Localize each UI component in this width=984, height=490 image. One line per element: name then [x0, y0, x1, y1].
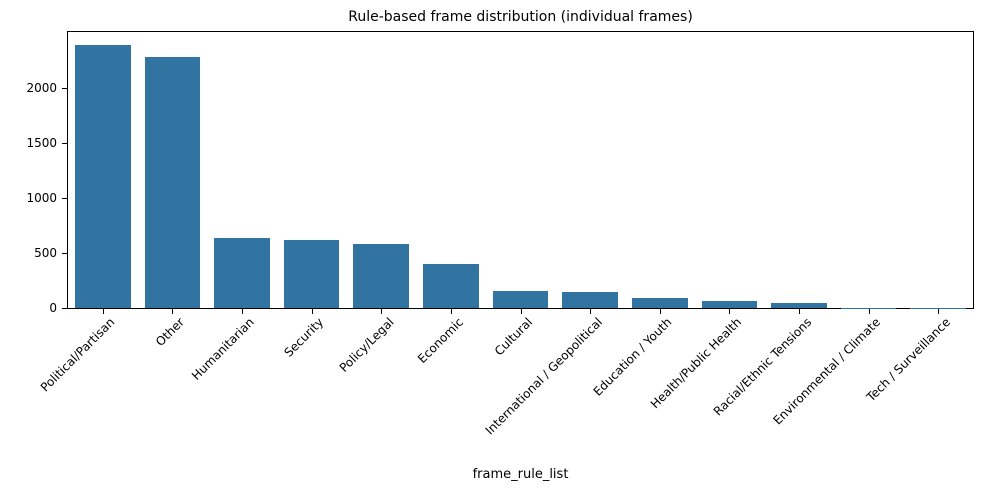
- y-tick-mark: [62, 87, 67, 89]
- x-tick-label: Political/Partisan: [38, 315, 118, 395]
- bar-2: [214, 237, 270, 308]
- x-tick-mark: [242, 309, 244, 314]
- y-tick-mark: [62, 142, 67, 144]
- x-tick-label: Economic: [414, 315, 466, 366]
- plot-area: [67, 31, 974, 309]
- y-tick-label: 0: [49, 301, 57, 315]
- x-axis-label: frame_rule_list: [472, 467, 569, 482]
- y-tick-mark: [62, 197, 67, 199]
- x-tick-mark: [868, 309, 870, 314]
- x-tick-mark: [729, 309, 731, 314]
- x-tick-label: Humanitarian: [189, 315, 257, 383]
- x-tick-mark: [938, 309, 940, 314]
- bar-0: [74, 44, 131, 308]
- y-tick-label: 500: [34, 245, 57, 260]
- x-tick-mark: [172, 309, 174, 314]
- x-tick-mark: [798, 309, 800, 314]
- y-tick-label: 2000: [26, 80, 57, 95]
- bar-4: [353, 243, 410, 308]
- x-tick-label: Cultural: [492, 315, 536, 359]
- x-tick-mark: [311, 309, 313, 314]
- bar-9: [701, 300, 758, 308]
- bar-7: [562, 292, 618, 308]
- bar-5: [423, 264, 479, 308]
- y-tick-mark: [62, 308, 67, 309]
- x-tick-label: Security: [281, 315, 327, 360]
- y-tick-mark: [62, 252, 67, 254]
- x-tick-mark: [520, 309, 522, 314]
- bar-3: [283, 239, 340, 308]
- x-tick-label: International / Geopolitical: [482, 315, 606, 438]
- bar-1: [144, 56, 201, 308]
- y-tick-label: 1000: [26, 190, 57, 205]
- x-tick-mark: [659, 309, 661, 314]
- chart-title: Rule-based frame distribution (individua…: [348, 9, 693, 25]
- x-tick-mark: [102, 309, 104, 314]
- bar-10: [771, 302, 827, 308]
- y-tick-label: 1500: [26, 135, 57, 150]
- x-tick-label: Policy/Legal: [336, 315, 397, 375]
- bar-8: [631, 298, 688, 308]
- x-tick-mark: [381, 309, 383, 314]
- x-tick-label: Other: [153, 315, 188, 349]
- x-tick-mark: [450, 309, 452, 314]
- bar-6: [492, 290, 549, 308]
- x-tick-mark: [590, 309, 592, 314]
